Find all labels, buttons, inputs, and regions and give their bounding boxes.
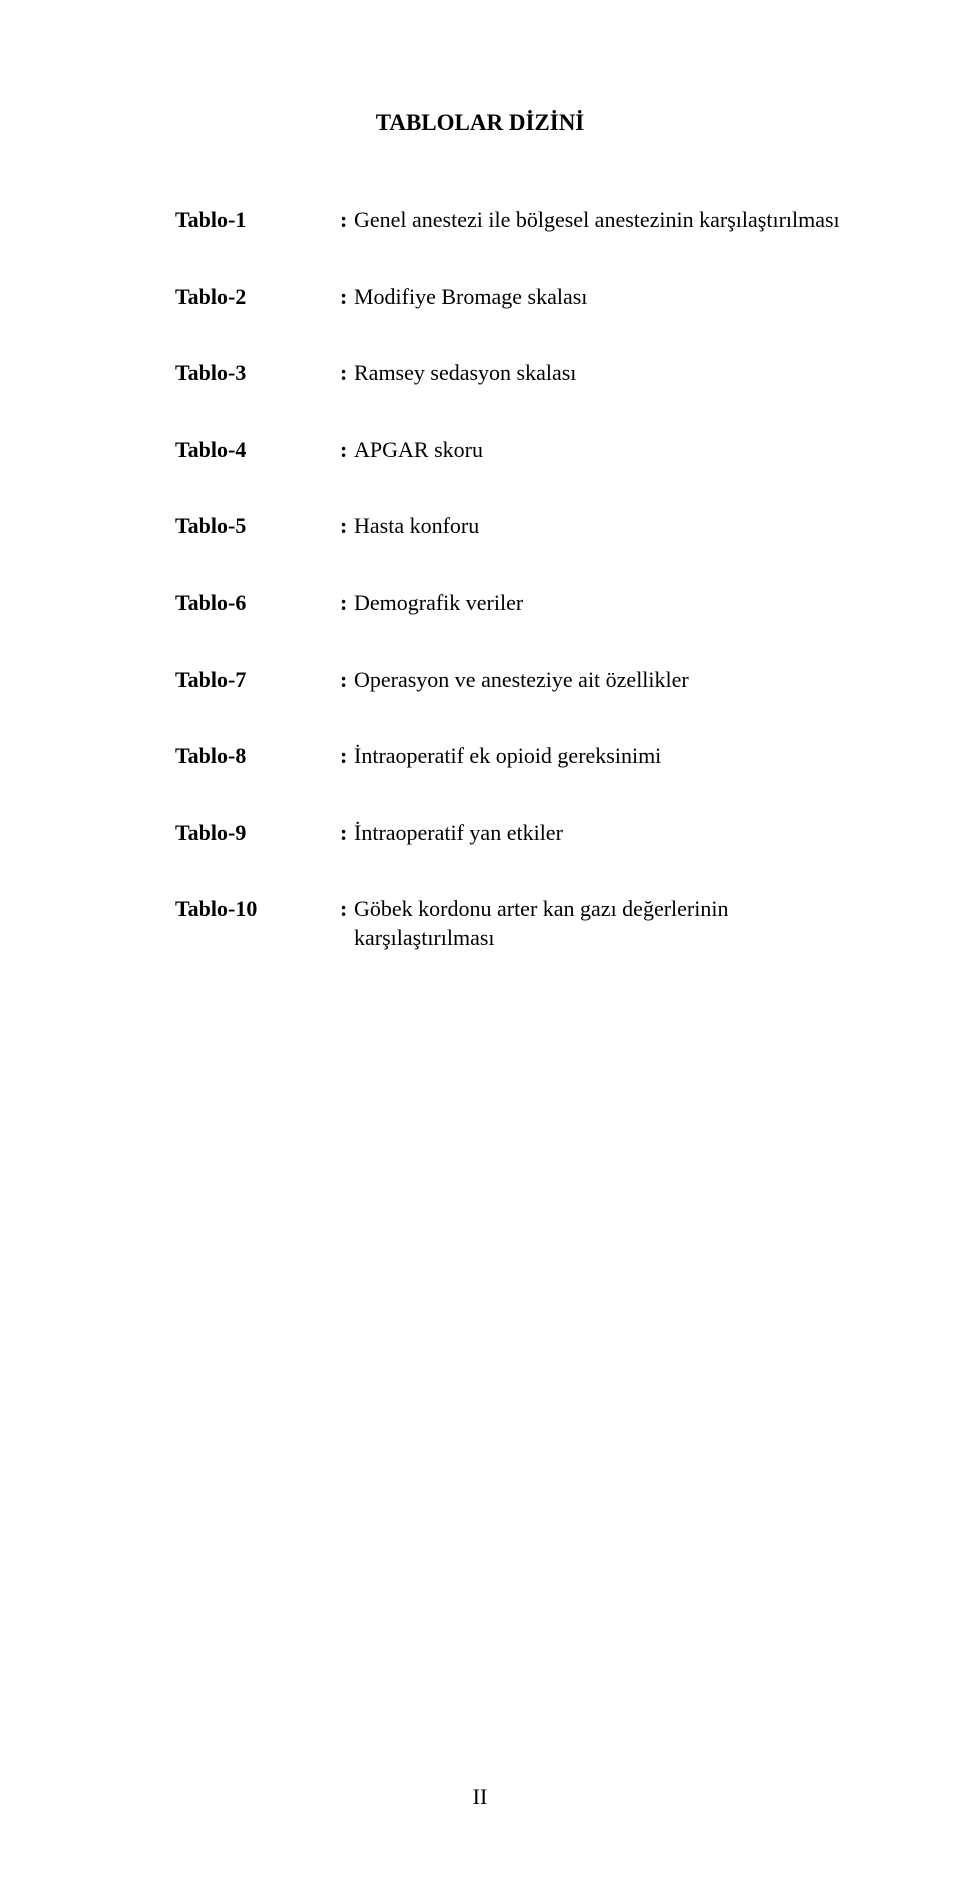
colon: : [340, 895, 354, 924]
row-label: Tablo-10 [175, 895, 340, 924]
row-label: Tablo-2 [175, 283, 340, 312]
row-label: Tablo-7 [175, 666, 340, 695]
row-label: Tablo-8 [175, 742, 340, 771]
table-row: Tablo-9 : İntraoperatif yan etkiler [175, 819, 845, 848]
colon: : [340, 206, 354, 235]
row-label: Tablo-4 [175, 436, 340, 465]
row-desc: Göbek kordonu arter kan gazı değerlerini… [354, 895, 845, 952]
row-desc: İntraoperatif yan etkiler [354, 819, 563, 848]
table-row: Tablo-4 : APGAR skoru [175, 436, 845, 465]
table-row: Tablo-3 : Ramsey sedasyon skalası [175, 359, 845, 388]
colon: : [340, 512, 354, 541]
page-number: II [0, 1784, 960, 1810]
table-row: Tablo-5 : Hasta konforu [175, 512, 845, 541]
row-desc: Operasyon ve anesteziye ait özellikler [354, 666, 689, 695]
row-desc: İntraoperatif ek opioid gereksinimi [354, 742, 661, 771]
row-label: Tablo-6 [175, 589, 340, 618]
row-desc: Modifiye Bromage skalası [354, 283, 587, 312]
table-row: Tablo-8 : İntraoperatif ek opioid gereks… [175, 742, 845, 771]
colon: : [340, 666, 354, 695]
table-row: Tablo-1 : Genel anestezi ile bölgesel an… [175, 206, 845, 235]
row-label: Tablo-3 [175, 359, 340, 388]
row-desc: APGAR skoru [354, 436, 483, 465]
table-row: Tablo-7 : Operasyon ve anesteziye ait öz… [175, 666, 845, 695]
row-desc: Demografik veriler [354, 589, 523, 618]
colon: : [340, 283, 354, 312]
row-desc: Ramsey sedasyon skalası [354, 359, 576, 388]
colon: : [340, 436, 354, 465]
colon: : [340, 742, 354, 771]
row-desc: Hasta konforu [354, 512, 479, 541]
table-row: Tablo-6 : Demografik veriler [175, 589, 845, 618]
row-desc: Genel anestezi ile bölgesel anestezinin … [354, 206, 840, 235]
page-title: TABLOLAR DİZİNİ [115, 110, 845, 136]
document-page: TABLOLAR DİZİNİ Tablo-1 : Genel anestezi… [0, 0, 960, 1895]
row-label: Tablo-9 [175, 819, 340, 848]
row-label: Tablo-5 [175, 512, 340, 541]
row-label: Tablo-1 [175, 206, 340, 235]
colon: : [340, 359, 354, 388]
colon: : [340, 589, 354, 618]
table-row: Tablo-2 : Modifiye Bromage skalası [175, 283, 845, 312]
table-row: Tablo-10 : Göbek kordonu arter kan gazı … [175, 895, 845, 952]
colon: : [340, 819, 354, 848]
